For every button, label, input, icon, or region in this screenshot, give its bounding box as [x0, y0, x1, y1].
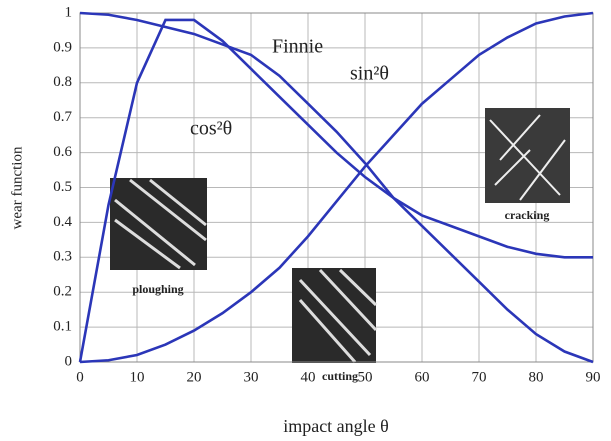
curve-label: Finnie — [272, 36, 323, 58]
plot-frame — [79, 12, 594, 363]
y-tick-label: 0.9 — [53, 39, 72, 55]
x-tick-label: 20 — [187, 369, 202, 385]
curve — [79, 11, 594, 364]
curve — [78, 18, 593, 363]
photo-texture — [114, 178, 207, 270]
photos — [110, 108, 570, 363]
x-tick-label: 30 — [244, 369, 259, 385]
curve-label: cos²θ — [190, 118, 232, 140]
x-tick-label: 60 — [415, 369, 430, 385]
y-tick-label: 0.1 — [53, 319, 72, 335]
curve-label: sin²θ — [350, 63, 389, 85]
x-tick-label: 0 — [76, 369, 84, 385]
y-tick-label: 1 — [65, 4, 73, 20]
x-tick-label: 80 — [529, 369, 544, 385]
x-axis-label: impact angle θ — [283, 416, 389, 436]
y-tick-label: 0.2 — [53, 284, 72, 300]
y-tick-label: 0.6 — [53, 144, 72, 160]
y-tick-label: 0.3 — [53, 249, 72, 265]
photo-caption: ploughing — [132, 282, 183, 296]
x-tick-label: 50 — [358, 369, 373, 385]
y-tick-label: 0.7 — [53, 109, 72, 125]
photo-caption: cutting — [322, 369, 358, 383]
photo-cracking — [485, 108, 570, 203]
photo-ploughing — [110, 178, 207, 270]
y-tick-label: 0.8 — [53, 74, 72, 90]
y-tick-label: 0.4 — [53, 214, 72, 230]
x-tick-label: 90 — [586, 369, 601, 385]
y-tick-label: 0 — [65, 353, 73, 369]
x-tick-label: 40 — [301, 369, 316, 385]
x-tick-label: 70 — [472, 369, 487, 385]
photo-texture — [298, 268, 378, 363]
y-axis-label: wear function — [9, 146, 25, 229]
photo-texture — [489, 114, 566, 201]
y-tick-label: 0.5 — [53, 179, 72, 195]
curve — [79, 11, 594, 364]
photo-caption: cracking — [505, 208, 550, 222]
x-tick-label: 10 — [130, 369, 145, 385]
